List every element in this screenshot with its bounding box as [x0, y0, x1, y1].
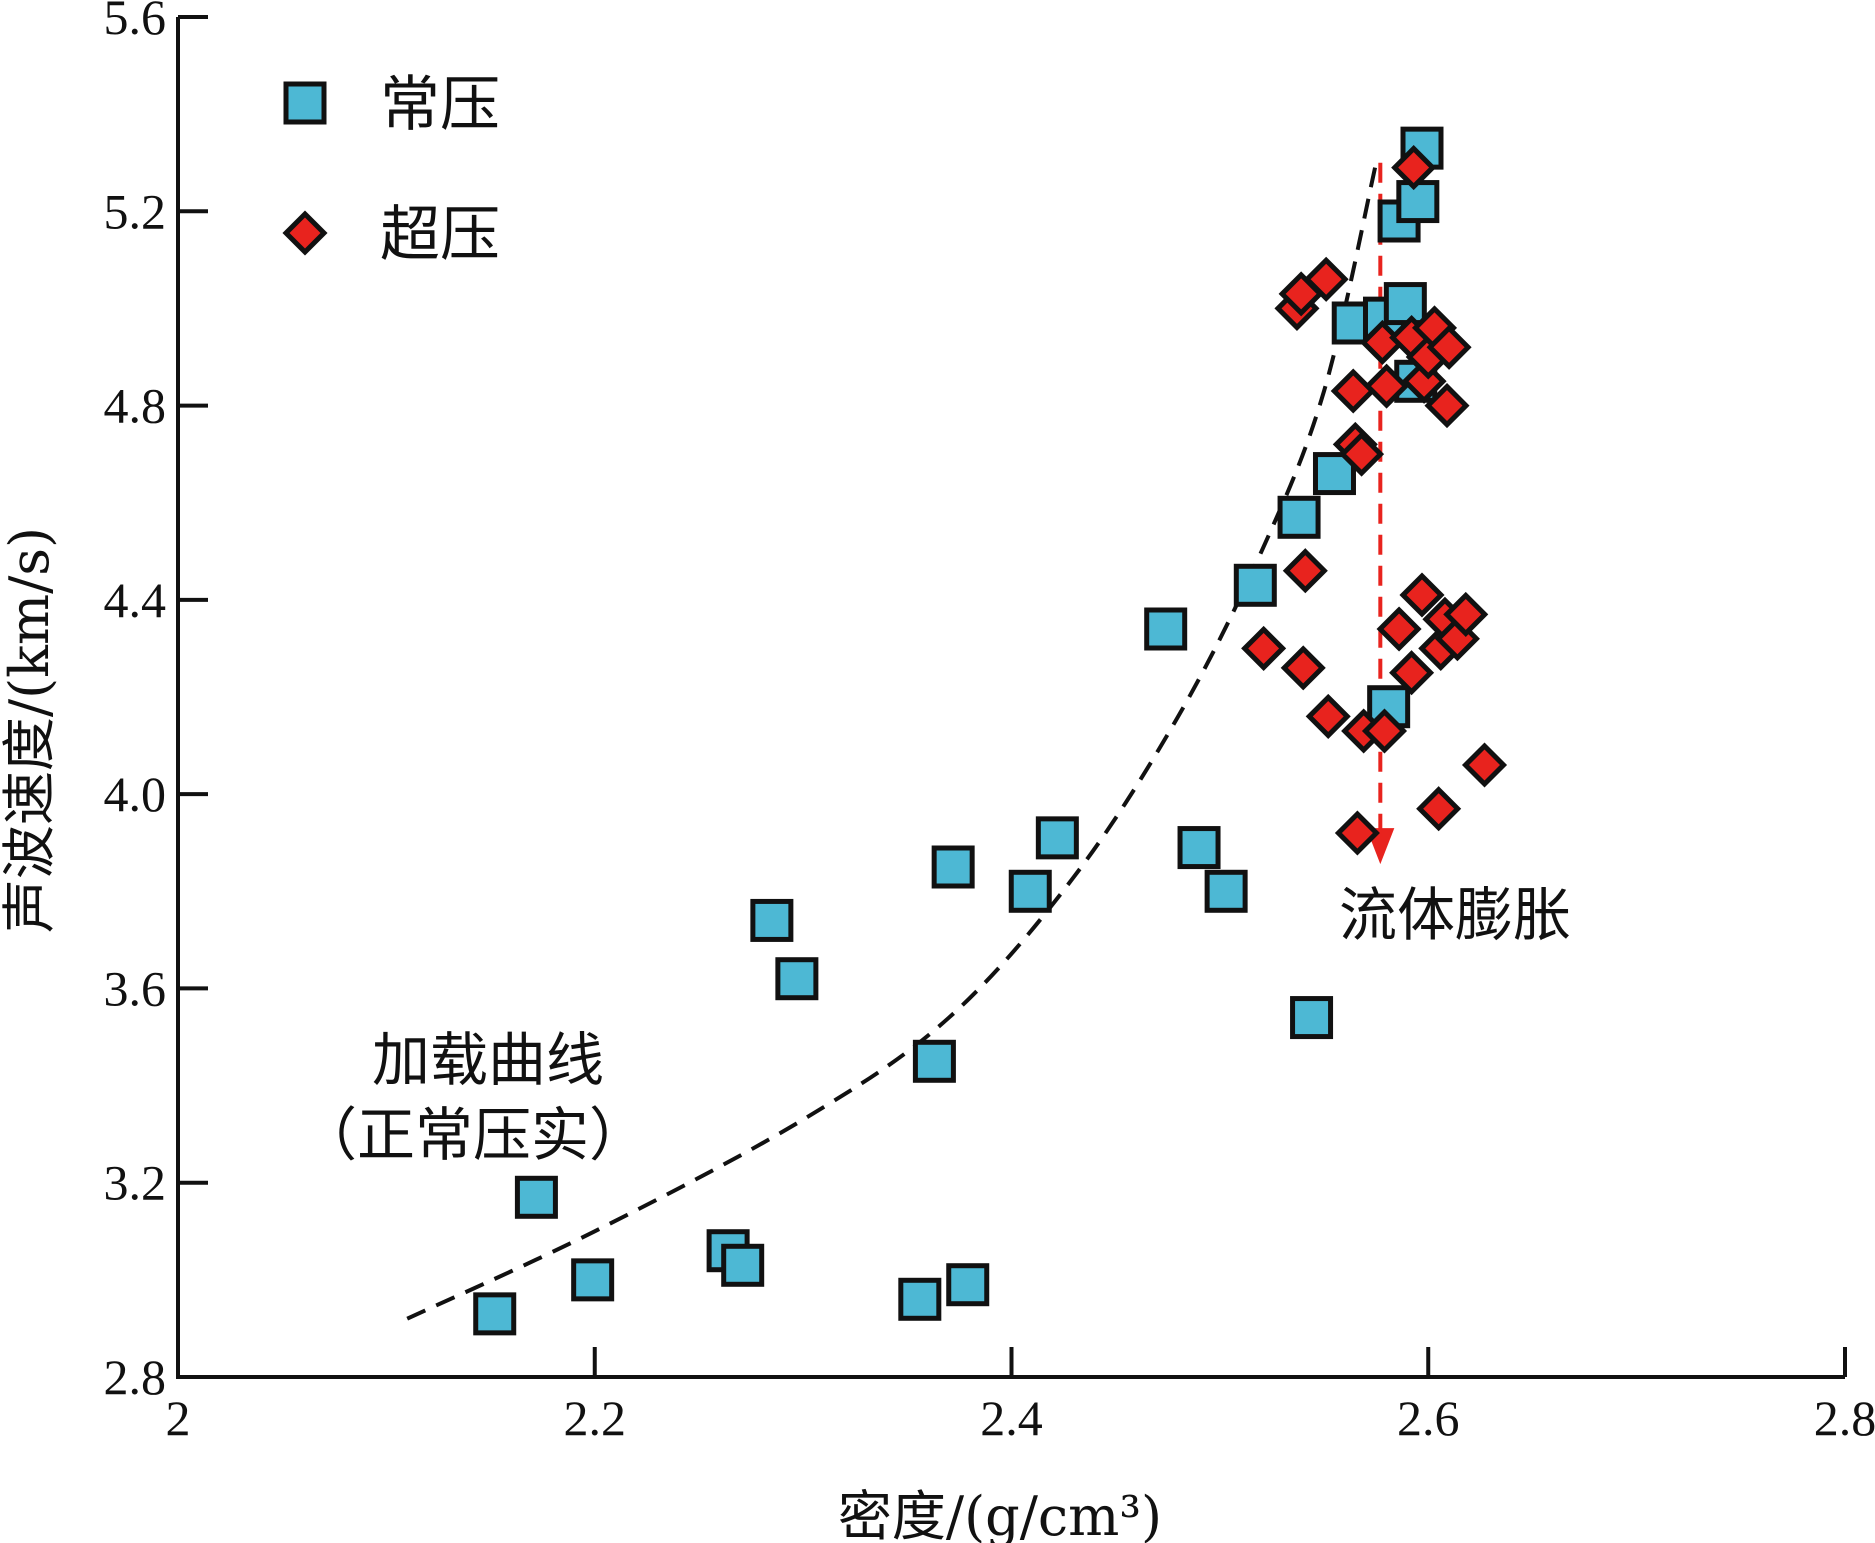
overpressure-point — [1241, 625, 1287, 671]
normal-pressure-point — [931, 845, 975, 889]
normal-pressure-point — [721, 1243, 765, 1287]
normal-pressure-point — [1204, 869, 1248, 913]
overpressure-point — [1303, 256, 1349, 302]
overpressure-point — [1391, 145, 1437, 191]
normal-pressure-point — [1177, 826, 1221, 870]
overpressure-point — [1280, 645, 1326, 691]
x-tick-label: 2.2 — [564, 1390, 627, 1446]
overpressure-point — [1399, 572, 1445, 618]
overpressure-point — [1424, 383, 1470, 429]
x-axis-title: 密度/(g/cm³) — [838, 1485, 1162, 1543]
overpressure-point — [1364, 363, 1410, 409]
legend-label: 超压 — [380, 200, 500, 270]
y-axis-title: 声波速度/(km/s) — [0, 527, 61, 933]
overpressure-point — [1443, 591, 1489, 637]
normal-pressure-point — [1233, 563, 1277, 607]
normal-pressure-point — [946, 1263, 990, 1307]
y-tick-label: 3.6 — [104, 960, 167, 1016]
y-tick-label: 3.2 — [104, 1155, 167, 1211]
overpressure-point — [1426, 324, 1472, 370]
loading-curve-label: （正常压实） — [299, 1101, 647, 1169]
loading-curve-label: 加载曲线 — [372, 1026, 604, 1094]
overpressure-point — [1461, 742, 1508, 788]
overpressure-point — [1282, 548, 1328, 594]
overpressure-point — [1361, 708, 1408, 754]
axes: 2.8 3.2 3.6 4.0 4.4 4.8 5.2 5.6 2 2.2 2.4 2.6 2.8 — [104, 0, 1875, 1446]
data-points — [473, 126, 1508, 1336]
loading-curve — [406, 162, 1379, 1321]
normal-pressure-point — [1277, 495, 1321, 539]
x-tick-label: 2.8 — [1814, 1390, 1875, 1446]
x-tick-label: 2 — [166, 1390, 191, 1446]
y-tick-label: 4.4 — [104, 572, 167, 628]
overpressure-point — [1389, 650, 1435, 696]
y-tick-label: 5.6 — [104, 0, 167, 45]
normal-pressure-point — [775, 957, 819, 1001]
normal-pressure-point — [1035, 816, 1079, 860]
fluid-expansion-label: 流体膨胀 — [1339, 881, 1571, 949]
overpressure-point — [1334, 810, 1380, 856]
normal-pressure-point — [571, 1258, 615, 1302]
overpressure-point — [1376, 606, 1422, 652]
normal-pressure-point — [473, 1292, 517, 1336]
normal-pressure-point — [1144, 607, 1188, 651]
normal-pressure-point — [1396, 180, 1440, 224]
overpressure-point — [1339, 431, 1385, 477]
overpressure-point — [1416, 786, 1462, 832]
legend-marker — [283, 81, 327, 125]
normal-pressure-point — [1290, 996, 1334, 1040]
normal-pressure-point — [1008, 869, 1052, 913]
x-tick-label: 2.4 — [980, 1390, 1043, 1446]
normal-pressure-point — [912, 1039, 956, 1083]
legend-marker — [282, 210, 328, 256]
normal-pressure-point — [1383, 282, 1427, 326]
y-tick-label: 5.2 — [104, 183, 167, 239]
normal-pressure-point — [750, 898, 794, 942]
y-tick-label: 4.0 — [104, 766, 167, 822]
y-tick-label: 2.8 — [104, 1349, 167, 1405]
y-tick-label: 4.8 — [104, 378, 167, 434]
overpressure-point — [1305, 693, 1351, 739]
normal-pressure-point — [514, 1175, 558, 1219]
x-tick-label: 2.6 — [1397, 1390, 1460, 1446]
legend-label: 常压 — [380, 70, 500, 140]
overpressure-point — [1330, 368, 1376, 414]
normal-pressure-point — [898, 1277, 942, 1321]
